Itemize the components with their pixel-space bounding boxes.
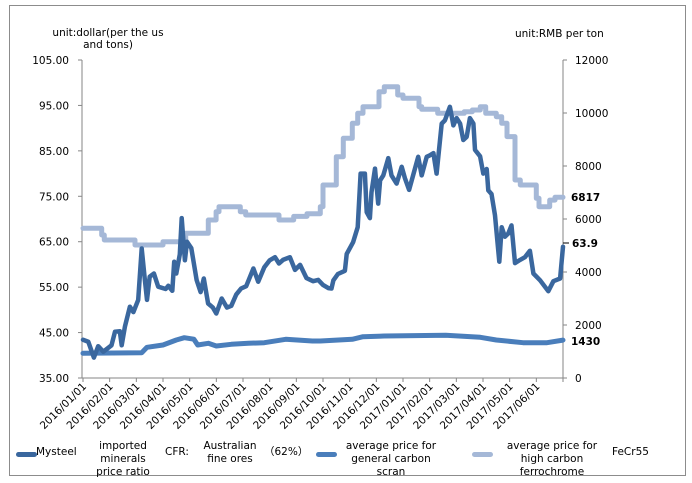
right-tick-label: 4000 xyxy=(575,267,602,279)
left-tick-label: 75.00 xyxy=(39,191,69,203)
legend-label-percent: （62%） xyxy=(264,446,309,458)
right-tick-label: 6000 xyxy=(575,214,602,226)
series-line-1 xyxy=(80,332,566,356)
series-line-2 xyxy=(80,84,566,248)
end-label-scrap: 1430 xyxy=(571,336,600,348)
legend-swatch-scrap xyxy=(316,452,337,457)
left-tick-label: 85.00 xyxy=(39,146,69,158)
legend-label-ratio: imported minerals price ratio xyxy=(96,440,150,478)
series-line-0 xyxy=(80,104,566,360)
legend-swatch-ferrochrome xyxy=(472,452,493,457)
left-tick-label: 65.00 xyxy=(39,237,69,249)
legend-label-australian: Australian fine ores xyxy=(203,440,257,465)
right-axis-title: unit:RMB per ton xyxy=(515,28,604,40)
chart-frame xyxy=(9,5,686,476)
legend-swatch-iron-ore xyxy=(16,452,37,457)
left-tick-label: 105.00 xyxy=(32,55,69,67)
end-label-iron-ore: 63.9 xyxy=(572,238,598,250)
left-tick-label: 55.00 xyxy=(39,282,69,294)
right-tick-label: 10000 xyxy=(575,108,608,120)
legend-label-mysteel: Mysteel xyxy=(36,446,77,458)
legend-label-fecr55: FeCr55 xyxy=(612,446,649,458)
left-axis-title-1: unit:dollar(per the us xyxy=(52,27,163,39)
left-tick-label: 35.00 xyxy=(39,373,69,385)
right-tick-label: 2000 xyxy=(575,320,602,332)
left-axis-title-2: and tons) xyxy=(83,39,133,51)
end-label-ferrochrome: 6817 xyxy=(571,192,600,204)
legend-label-ferrochrome: average price for high carbon ferrochrom… xyxy=(506,440,598,478)
legend-label-cfr: CFR: xyxy=(165,446,189,458)
legend-label-scrap: average price for general carbon scran xyxy=(345,440,437,478)
right-tick-label: 0 xyxy=(575,373,582,385)
left-tick-label: 45.00 xyxy=(39,328,69,340)
right-tick-label: 12000 xyxy=(575,55,608,67)
right-tick-label: 8000 xyxy=(575,161,602,173)
left-tick-label: 95.00 xyxy=(39,100,69,112)
